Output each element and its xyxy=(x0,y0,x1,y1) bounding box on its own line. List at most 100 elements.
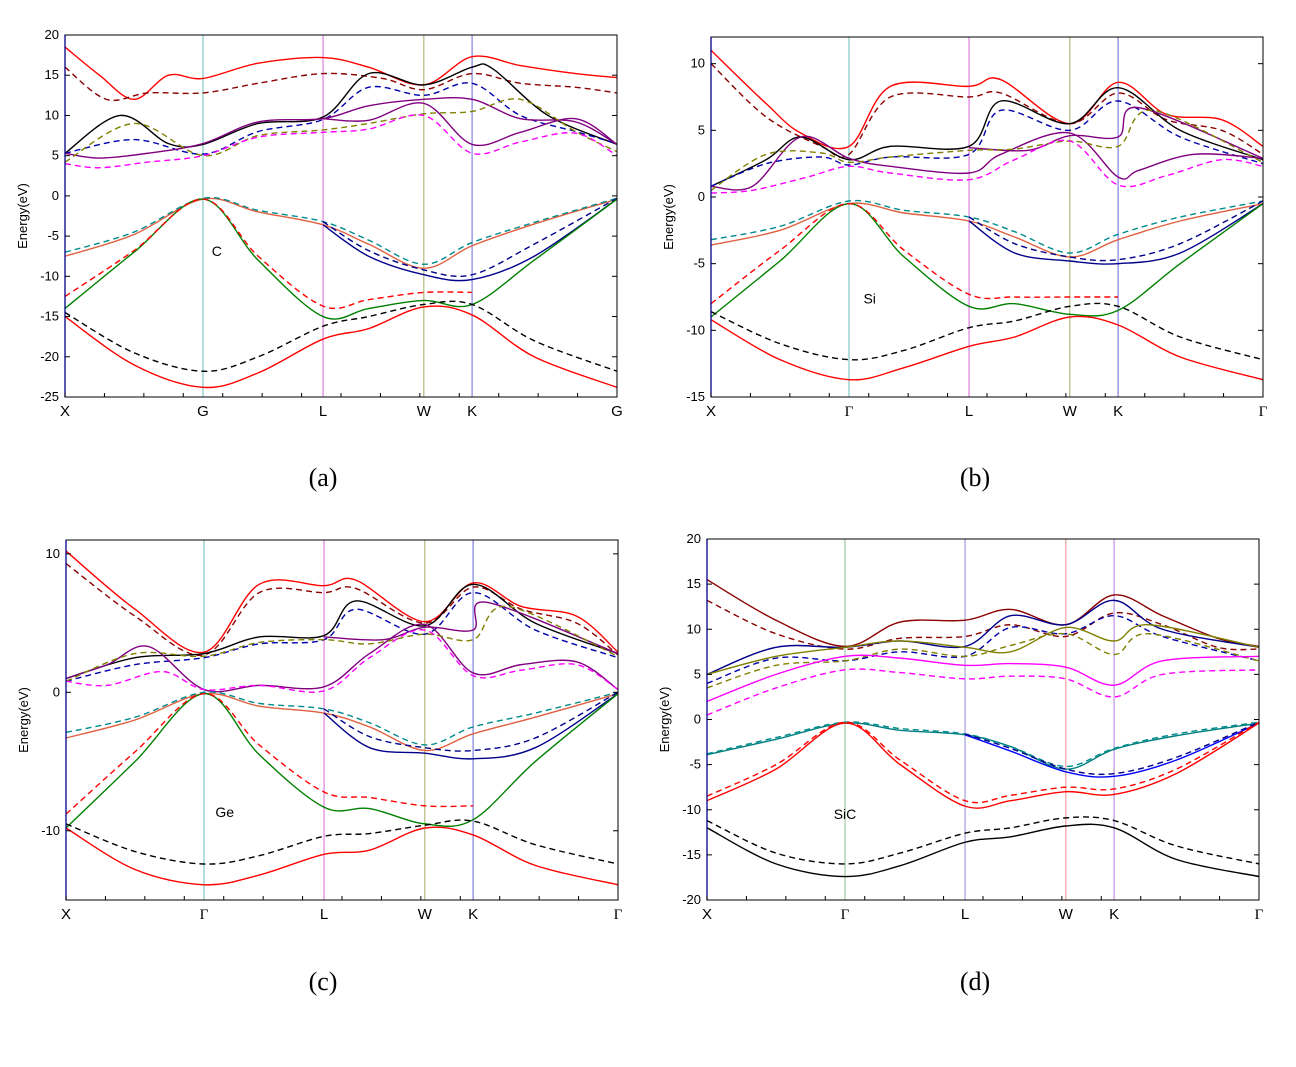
band-line xyxy=(711,86,1263,187)
band-chart-a: -25 -20 -15 -10 -5 0 5 10 15 20 X G L W K G Energy(eV) C xyxy=(15,27,623,420)
band-line xyxy=(711,202,1119,305)
band-line xyxy=(707,816,1259,865)
y-tick-label: 5 xyxy=(52,148,59,163)
panel-b: -15 -10 -5 0 5 10 X Γ L W K Γ Energy(eV) Si xyxy=(648,20,1288,440)
band-series-group xyxy=(65,46,617,389)
band-line xyxy=(968,203,1263,265)
band-line xyxy=(324,601,618,655)
band-line xyxy=(65,198,473,310)
band-line xyxy=(711,49,1263,150)
kpoint-label: X xyxy=(60,403,70,420)
band-line xyxy=(707,722,1259,809)
band-line xyxy=(711,100,1263,187)
kpoint-label: Γ xyxy=(1259,404,1268,420)
band-chart-b: -15 -10 -5 0 5 10 X Γ L W K Γ Energy(eV) Si xyxy=(661,36,1268,420)
y-tick-label: -15 xyxy=(682,847,701,862)
kpoint-label: W xyxy=(1063,403,1078,420)
kpoint-label: K xyxy=(468,906,478,923)
kpoint-label: K xyxy=(1109,906,1119,923)
y-tick-label: 5 xyxy=(694,666,701,681)
band-series-group xyxy=(66,550,618,886)
band-line xyxy=(707,599,1259,651)
y-tick-label: -20 xyxy=(40,349,59,364)
y-tick-label: 10 xyxy=(46,546,60,561)
plot-frame xyxy=(65,539,619,901)
band-chart-d: -20 -15 -10 -5 0 5 10 15 20 X Γ L W K Γ Energy(eV) SiC xyxy=(657,531,1264,923)
band-chart-c: -10 0 10 X Γ L W K Γ Energy(eV) Ge xyxy=(16,539,623,923)
y-tick-label: -5 xyxy=(47,228,59,243)
y-tick-label: 0 xyxy=(698,189,705,204)
y-tick-label: 20 xyxy=(45,27,59,42)
band-line xyxy=(711,202,1263,318)
kpoint-label: X xyxy=(702,906,712,923)
kpoint-label: W xyxy=(1059,906,1074,923)
y-tick-label: 0 xyxy=(694,712,701,727)
band-line xyxy=(65,197,617,269)
panel-a: -25 -20 -15 -10 -5 0 5 10 15 20 X G L W K G Energy(eV) C xyxy=(0,20,640,440)
y-axis-label: Energy(eV) xyxy=(657,687,672,753)
band-line xyxy=(66,629,618,693)
band-line xyxy=(969,106,1263,159)
kpoint-label: Γ xyxy=(841,907,850,923)
y-tick-label: 20 xyxy=(687,531,701,546)
kpoint-label: Γ xyxy=(614,907,623,923)
y-tick-label: -15 xyxy=(686,389,705,404)
kpoint-label: X xyxy=(706,403,716,420)
band-line xyxy=(322,198,617,282)
y-tick-label: 10 xyxy=(691,56,705,71)
y-tick-label: 0 xyxy=(52,188,59,203)
kpoint-label: Γ xyxy=(200,907,209,923)
band-line xyxy=(707,823,1259,878)
y-axis-label: Energy(eV) xyxy=(15,183,30,249)
band-line xyxy=(707,624,1259,676)
band-line xyxy=(66,550,618,654)
band-line xyxy=(66,591,618,682)
kpoint-label: L xyxy=(320,906,328,923)
y-axis-label: Energy(eV) xyxy=(661,184,676,250)
y-tick-label: -25 xyxy=(40,389,59,404)
band-line xyxy=(711,202,1263,258)
caption-a: (a) xyxy=(308,463,338,492)
band-line xyxy=(66,691,618,746)
band-line xyxy=(322,197,617,278)
y-tick-label: -5 xyxy=(693,256,705,271)
band-line xyxy=(707,615,1259,685)
kpoint-label: G xyxy=(197,403,209,420)
band-line xyxy=(66,692,474,815)
panel-c: -10 0 10 X Γ L W K Γ Energy(eV) Ge xyxy=(0,528,640,938)
band-line xyxy=(711,199,1263,254)
band-line xyxy=(707,579,1259,648)
band-line xyxy=(707,668,1259,716)
material-label: Si xyxy=(863,291,875,307)
y-tick-label: 15 xyxy=(45,67,59,82)
band-line xyxy=(66,692,618,752)
kpoint-label: L xyxy=(965,403,973,420)
band-line xyxy=(323,691,618,752)
band-line xyxy=(66,623,618,693)
y-tick-label: 10 xyxy=(687,621,701,636)
band-line xyxy=(66,819,618,865)
band-series-group xyxy=(707,579,1259,878)
band-line xyxy=(707,654,1259,703)
y-tick-label: 0 xyxy=(53,684,60,699)
band-line xyxy=(711,63,1263,159)
band-line xyxy=(65,300,617,372)
band-line xyxy=(65,198,617,320)
band-line xyxy=(711,131,1263,191)
band-line xyxy=(711,315,1263,381)
plot-frame xyxy=(64,34,618,398)
kpoint-label: L xyxy=(961,906,969,923)
kpoint-label: K xyxy=(1113,403,1123,420)
kpoint-label: Γ xyxy=(845,404,854,420)
band-line xyxy=(66,826,618,886)
y-tick-label: -20 xyxy=(682,892,701,907)
band-line xyxy=(968,200,1263,262)
y-tick-label: 10 xyxy=(45,107,59,122)
band-line xyxy=(711,302,1263,361)
band-line xyxy=(65,96,617,159)
band-line xyxy=(66,583,618,680)
kpoint-label: W xyxy=(418,906,433,923)
kpoint-label: K xyxy=(467,403,477,420)
band-line xyxy=(65,63,617,154)
band-line xyxy=(323,693,618,760)
